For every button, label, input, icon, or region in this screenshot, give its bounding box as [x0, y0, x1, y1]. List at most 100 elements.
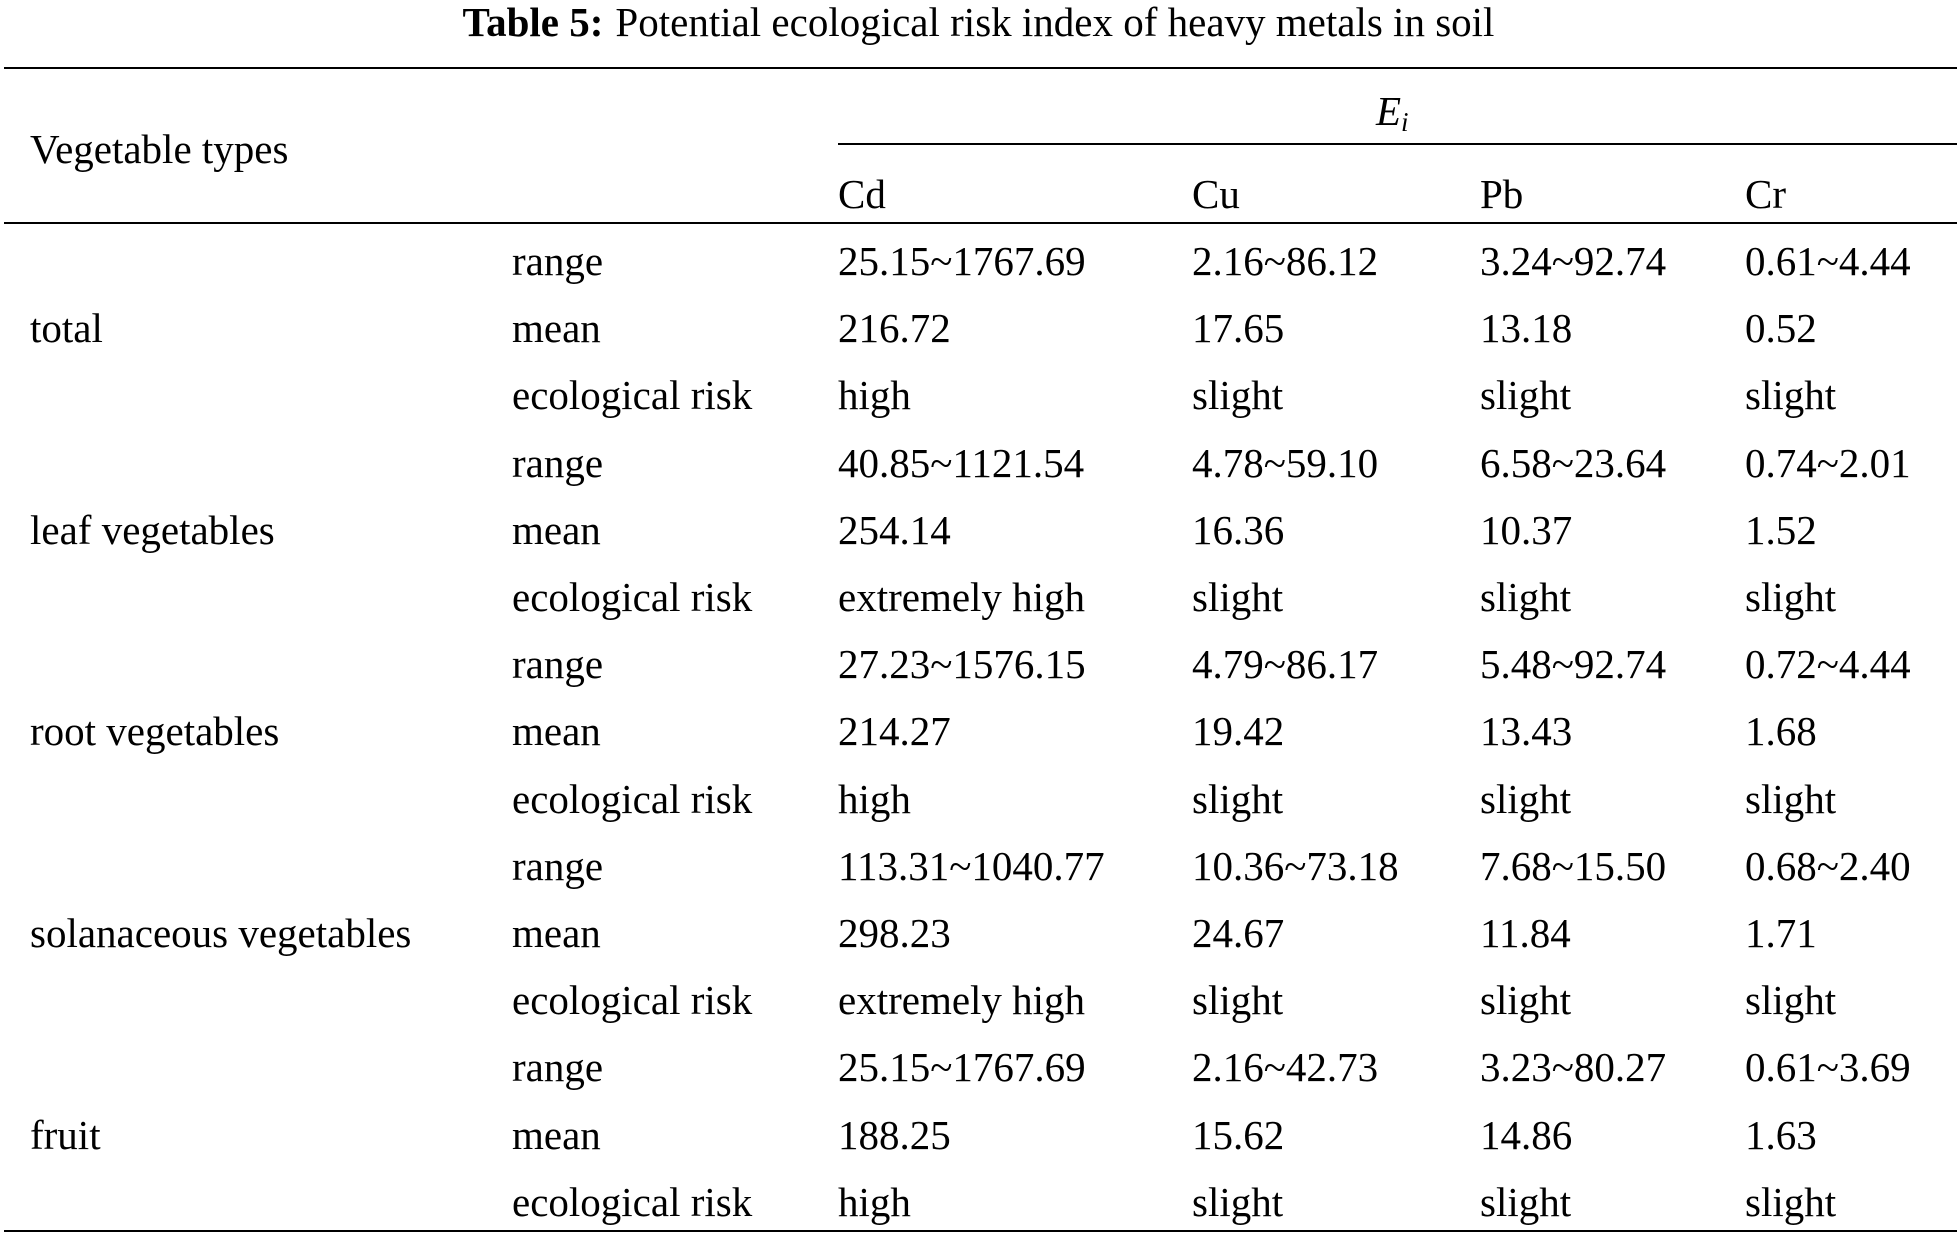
pb-value: slight [1480, 775, 1572, 822]
cr-value: slight [1745, 1178, 1837, 1225]
table-row: ecological risk high slight slight slight [0, 766, 1957, 833]
cd-value: 254.14 [838, 506, 951, 553]
stat-label: range [512, 842, 604, 889]
group-name: leaf vegetables [30, 506, 275, 553]
cd-value: 214.27 [838, 708, 951, 755]
cu-value: slight [1192, 775, 1284, 822]
cr-value: 1.63 [1745, 1111, 1817, 1158]
pb-value: 6.58~23.64 [1480, 439, 1667, 486]
cr-value: 0.52 [1745, 305, 1817, 352]
header-vegetable-types: Vegetable types [30, 126, 289, 172]
header-rule [4, 222, 1957, 224]
cr-value: 0.68~2.40 [1745, 842, 1911, 889]
header-metal-pb: Pb [1480, 171, 1524, 217]
pb-value: 11.84 [1480, 910, 1571, 956]
cu-value: 19.42 [1192, 708, 1285, 755]
cd-value: 298.23 [838, 910, 951, 956]
cu-value: 2.16~42.73 [1192, 1044, 1379, 1091]
stat-label: mean [512, 506, 601, 553]
stat-label: ecological risk [512, 372, 753, 419]
table-row: root vegetables mean 214.27 19.42 13.43 1.68 [0, 698, 1957, 765]
table-row: range 113.31~1040.77 10.36~73.18 7.68~15.50… [0, 833, 1957, 900]
top-rule [4, 67, 1957, 69]
cr-value: 1.52 [1745, 506, 1817, 553]
table-row: leaf vegetables mean 254.14 16.36 10.37 1.52 [0, 497, 1957, 564]
table-row: fruit mean 188.25 15.62 14.86 1.63 [0, 1102, 1957, 1169]
stat-label: range [512, 641, 604, 688]
stat-label: ecological risk [512, 977, 753, 1024]
cd-value: high [838, 372, 911, 419]
table-number: Table 5: [462, 0, 604, 45]
ei-letter: E [1376, 88, 1402, 134]
ei-span-rule [838, 143, 1957, 145]
table-row: solanaceous vegetables mean 298.23 24.67 11.… [0, 900, 1957, 967]
cu-value: 16.36 [1192, 506, 1285, 553]
cd-value: high [838, 1178, 911, 1225]
cr-value: 0.72~4.44 [1745, 641, 1911, 688]
pb-value: slight [1480, 372, 1572, 419]
pb-value: 10.37 [1480, 506, 1573, 553]
header-ei-symbol: Ei [1376, 88, 1409, 137]
ei-subscript: i [1401, 107, 1409, 137]
stat-label: mean [512, 708, 601, 755]
cr-value: 0.61~4.44 [1745, 238, 1911, 284]
pb-value: 7.68~15.50 [1480, 842, 1667, 889]
cu-value: 15.62 [1192, 1111, 1285, 1158]
table-row: range 25.15~1767.69 2.16~42.73 3.23~80.27 0.… [0, 1034, 1957, 1101]
cu-value: 4.79~86.17 [1192, 641, 1379, 688]
pb-value: 13.43 [1480, 708, 1573, 755]
cd-value: 27.23~1576.15 [838, 641, 1086, 688]
table-row: total mean 216.72 17.65 13.18 0.52 [0, 295, 1957, 362]
cd-value: 25.15~1767.69 [838, 238, 1086, 284]
cu-value: slight [1192, 977, 1284, 1024]
cr-value: 0.61~3.69 [1745, 1044, 1911, 1091]
stat-label: ecological risk [512, 1178, 753, 1225]
table-caption: Table 5: Potential ecological risk index … [0, 0, 1957, 45]
table-row: range 25.15~1767.69 2.16~86.12 3.24~92.74 0.… [0, 228, 1957, 295]
pb-value: 3.24~92.74 [1480, 238, 1667, 284]
stat-label: range [512, 439, 604, 486]
cr-value: slight [1745, 574, 1837, 620]
cr-value: slight [1745, 775, 1837, 822]
table-row: ecological risk extremely high slight sligh… [0, 967, 1957, 1034]
stat-label: ecological risk [512, 574, 753, 620]
bottom-rule [4, 1230, 1957, 1232]
cr-value: slight [1745, 372, 1837, 419]
cr-value: 1.71 [1745, 910, 1817, 956]
stat-label: range [512, 1044, 604, 1091]
cr-value: slight [1745, 977, 1837, 1024]
cd-value: 40.85~1121.54 [838, 439, 1085, 486]
cu-value: 17.65 [1192, 305, 1285, 352]
cd-value: extremely high [838, 977, 1086, 1024]
cu-value: slight [1192, 372, 1284, 419]
cu-value: 4.78~59.10 [1192, 439, 1379, 486]
pb-value: 3.23~80.27 [1480, 1044, 1667, 1091]
stat-label: range [512, 238, 604, 284]
cu-value: 10.36~73.18 [1192, 842, 1399, 889]
pb-value: 5.48~92.74 [1480, 641, 1667, 688]
header-metal-cu: Cu [1192, 171, 1240, 217]
table-title: Potential ecological risk index of heavy… [615, 0, 1495, 45]
group-name: solanaceous vegetables [30, 910, 412, 956]
group-name: root vegetables [30, 708, 280, 755]
pb-value: slight [1480, 574, 1572, 620]
pb-value: 14.86 [1480, 1111, 1573, 1158]
pb-value: 13.18 [1480, 305, 1573, 352]
group-name: total [30, 305, 103, 352]
stat-label: mean [512, 910, 601, 956]
pb-value: slight [1480, 977, 1572, 1024]
header-metal-cd: Cd [838, 171, 886, 217]
table-row: ecological risk high slight slight slight [0, 362, 1957, 429]
cd-value: 113.31~1040.77 [838, 842, 1105, 889]
group-name: fruit [30, 1111, 101, 1158]
pb-value: slight [1480, 1178, 1572, 1225]
cu-value: slight [1192, 1178, 1284, 1225]
table-row: range 27.23~1576.15 4.79~86.17 5.48~92.74 0.… [0, 631, 1957, 698]
cu-value: 24.67 [1192, 910, 1285, 956]
table-row: range 40.85~1121.54 4.78~59.10 6.58~23.64 0.… [0, 430, 1957, 497]
cu-value: slight [1192, 574, 1284, 620]
cr-value: 0.74~2.01 [1745, 439, 1911, 486]
cd-value: high [838, 775, 911, 822]
stat-label: mean [512, 305, 601, 352]
stat-label: mean [512, 1111, 601, 1158]
